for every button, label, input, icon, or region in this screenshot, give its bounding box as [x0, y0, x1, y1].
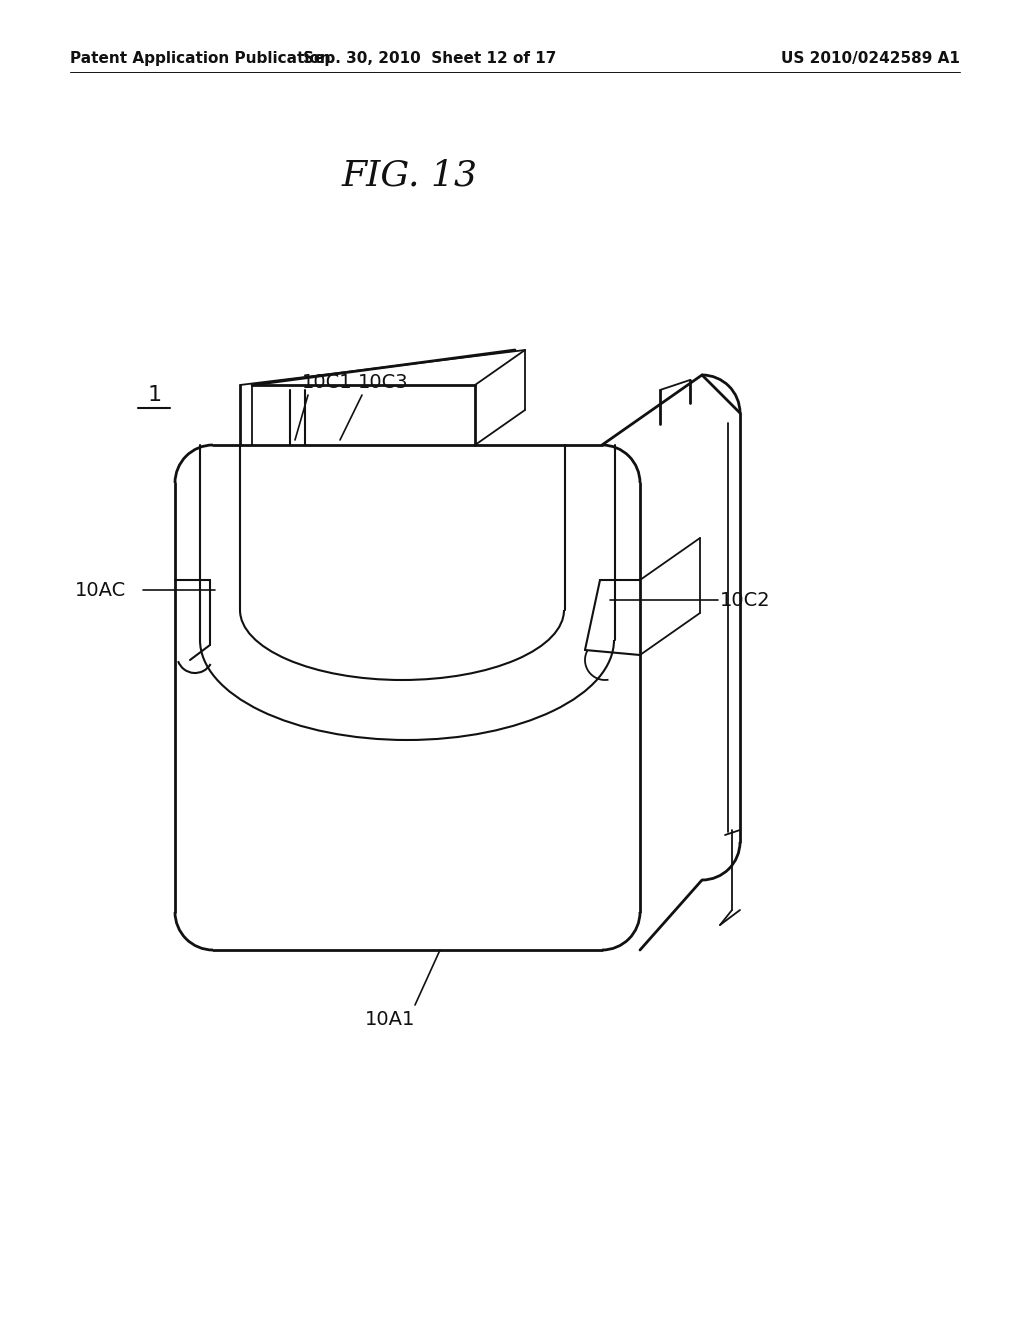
Text: 10C3: 10C3: [358, 374, 409, 392]
Text: 10A1: 10A1: [365, 1010, 415, 1030]
Text: 10AC: 10AC: [75, 581, 126, 599]
Text: US 2010/0242589 A1: US 2010/0242589 A1: [781, 50, 961, 66]
Text: 10C1: 10C1: [302, 374, 352, 392]
Text: FIG. 13: FIG. 13: [342, 158, 477, 191]
Text: Patent Application Publication: Patent Application Publication: [70, 50, 331, 66]
Text: 1: 1: [147, 385, 162, 405]
Text: Sep. 30, 2010  Sheet 12 of 17: Sep. 30, 2010 Sheet 12 of 17: [303, 50, 557, 66]
Text: 10C2: 10C2: [720, 590, 771, 610]
